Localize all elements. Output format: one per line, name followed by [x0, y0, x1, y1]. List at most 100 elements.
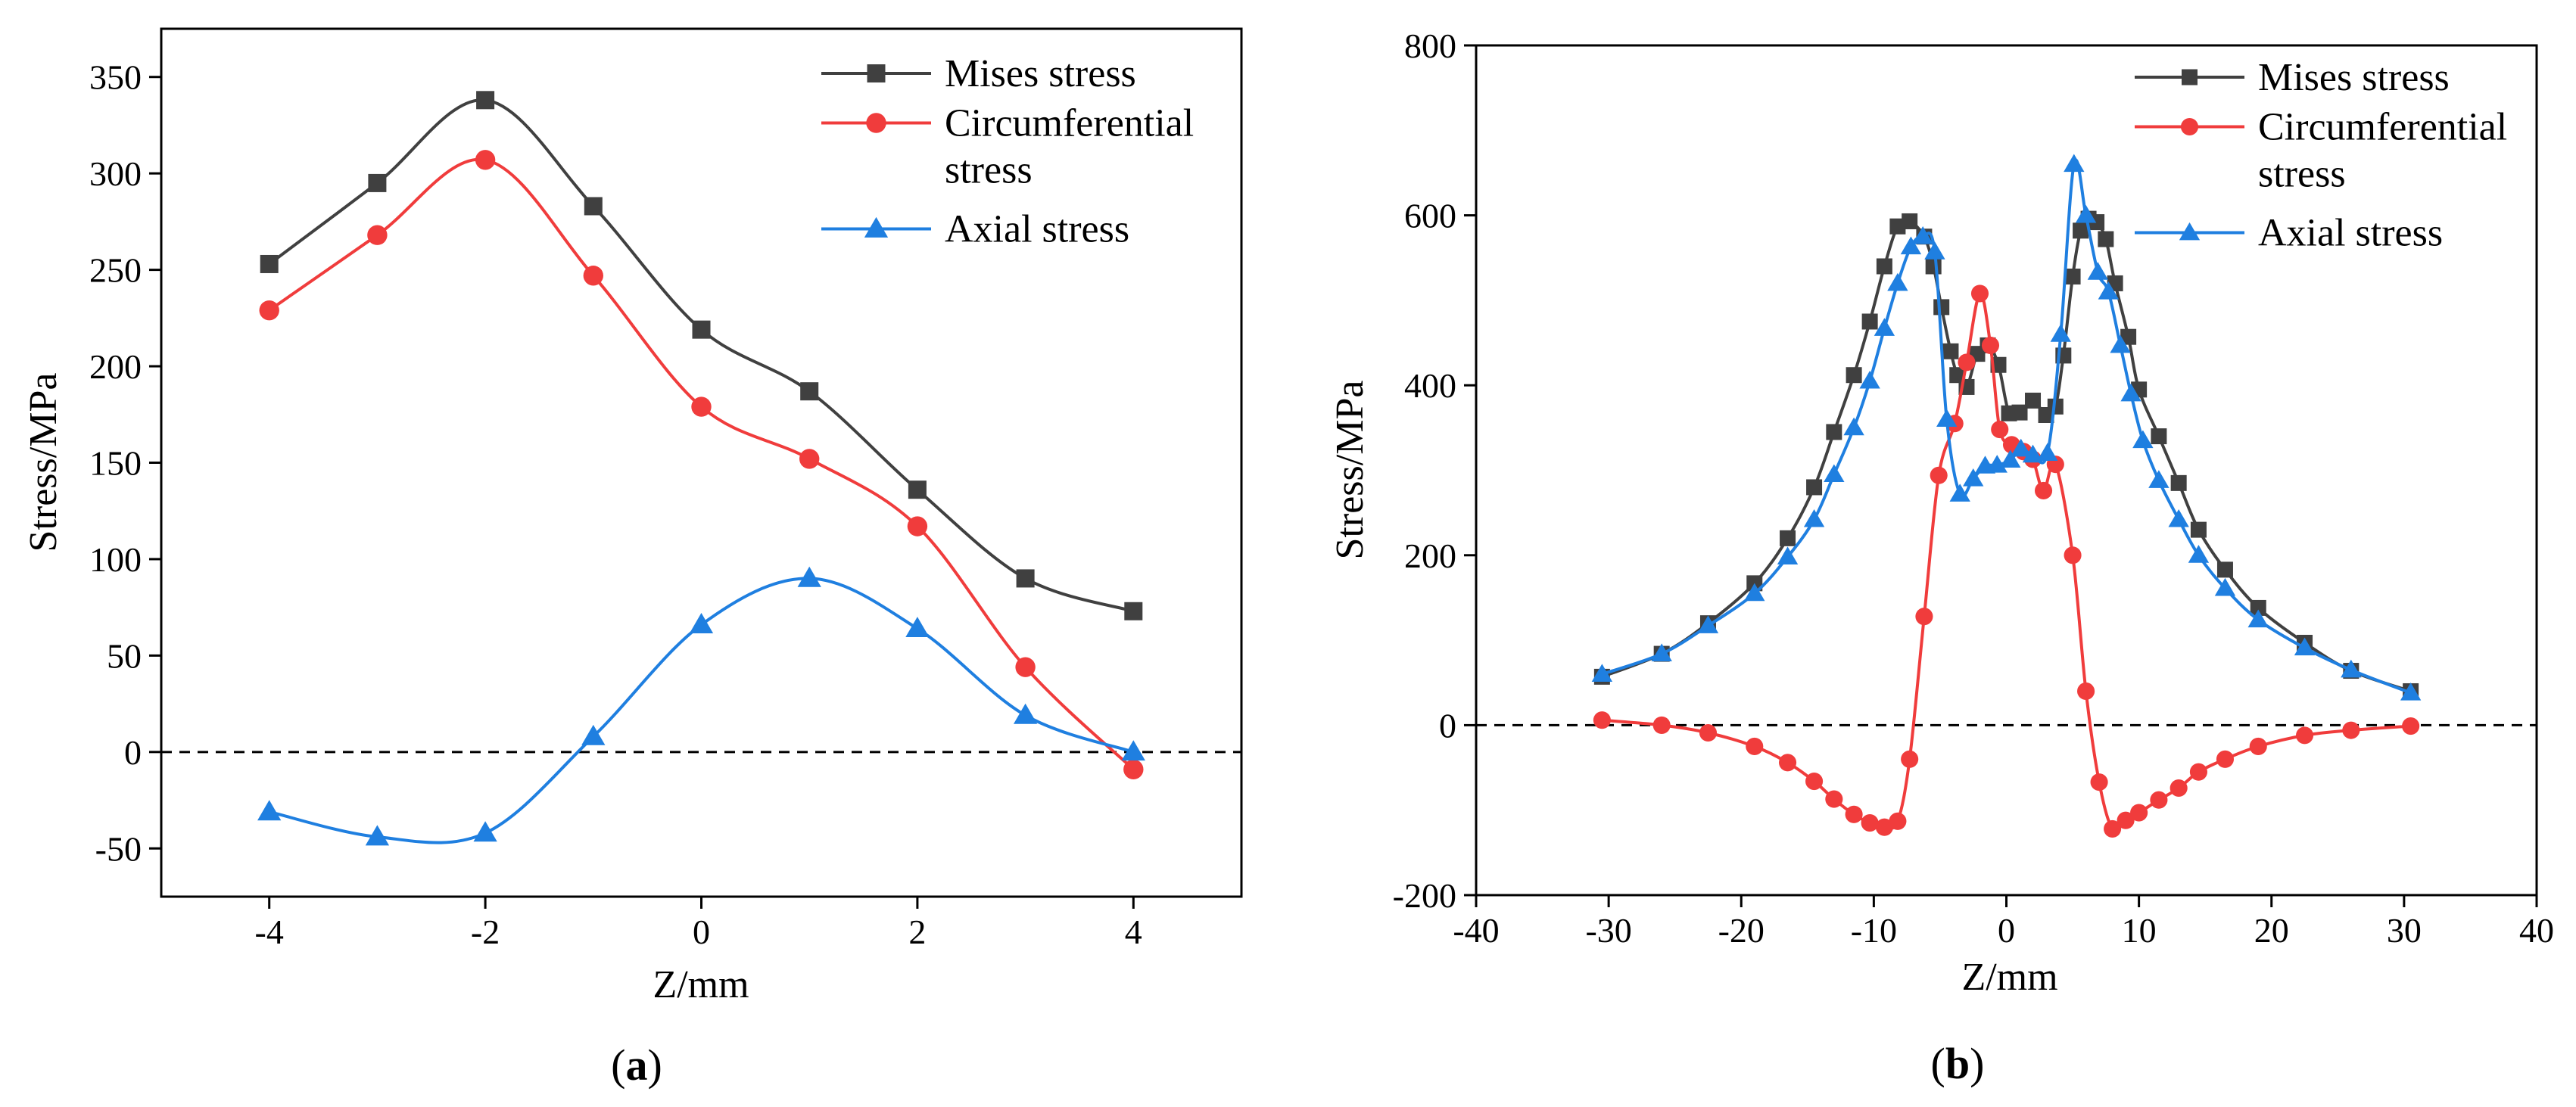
- data-point-axial: [2214, 577, 2236, 596]
- legend-marker-circumferential: [866, 113, 886, 133]
- x-tick-label: 2: [908, 913, 926, 951]
- tick-layer: -40 -30 -20 -10 0 10 20 30 40 -200 0 200 400 600 800: [1393, 26, 2554, 950]
- data-point-axial: [1887, 272, 1908, 291]
- x-tick-label: 4: [1125, 913, 1142, 951]
- data-point-mises: [1925, 258, 1942, 275]
- data-point-mises: [2190, 521, 2207, 538]
- data-point-axial: [2075, 204, 2097, 223]
- data-point-circumferential: [367, 225, 388, 245]
- y-tick-label: -200: [1393, 876, 1456, 915]
- data-point-circumferential: [1845, 805, 1863, 823]
- data-point-mises: [1806, 479, 1823, 496]
- data-point-axial: [1803, 508, 1825, 527]
- data-point-circumferential: [1981, 336, 2000, 354]
- data-point-mises: [2170, 474, 2187, 491]
- x-tick-label: 10: [2122, 911, 2157, 950]
- data-point-axial: [2011, 438, 2032, 457]
- data-point-circumferential: [1825, 790, 1843, 808]
- data-point-circumferential: [1915, 608, 1933, 626]
- data-point-circumferential: [1889, 812, 1907, 830]
- legend-label-circumferential: Circumferential stress: [945, 102, 1194, 192]
- legend-label-axial: Axial stress: [2258, 212, 2443, 255]
- y-tick-label: -50: [95, 829, 142, 868]
- plot-frame: [1475, 44, 2538, 897]
- data-point-circumferential: [583, 266, 603, 286]
- x-tick-label: 0: [1998, 911, 2015, 950]
- data-point-circumferential: [2189, 763, 2207, 781]
- data-point-axial: [2132, 430, 2154, 449]
- data-point-circumferential: [1805, 772, 1824, 791]
- data-point-axial: [905, 617, 930, 638]
- data-point-circumferential: [907, 516, 928, 536]
- data-point-axial: [2064, 154, 2085, 173]
- data-point-axial: [1949, 484, 1970, 502]
- data-point-mises: [1902, 213, 1918, 229]
- data-point-circumferential: [1861, 813, 1879, 832]
- data-point-circumferential: [2064, 546, 2082, 564]
- data-point-circumferential: [1015, 657, 1036, 677]
- legend-marker-circumferential: [2180, 117, 2199, 136]
- y-axis-title: Stress/MPa: [22, 373, 65, 552]
- data-point-axial: [1924, 241, 1945, 260]
- data-point-mises: [2216, 561, 2233, 578]
- x-axis-title: Z/mm: [1961, 956, 2057, 999]
- y-tick-label: 800: [1404, 26, 1456, 65]
- data-point-axial: [1963, 468, 1984, 487]
- legend-item-mises: Mises stress: [2135, 56, 2450, 99]
- data-point-axial: [1912, 226, 1933, 244]
- data-point-mises: [476, 91, 495, 110]
- legend-marker-axial: [864, 216, 889, 238]
- data-point-axial: [2294, 637, 2316, 656]
- legend: Mises stress Circumferential stress Axial s…: [2135, 56, 2507, 255]
- data-point-circumferential: [259, 300, 279, 321]
- data-point-mises: [2011, 404, 2028, 421]
- legend-item-circumferential: Circumferential stress: [2135, 106, 2507, 196]
- x-tick-label: 0: [693, 913, 710, 951]
- data-point-axial: [473, 821, 497, 842]
- data-point-axial: [1843, 417, 1864, 436]
- data-point-axial: [2022, 444, 2044, 463]
- x-tick-label: -2: [471, 913, 500, 951]
- data-point-axial: [2188, 545, 2210, 563]
- x-tick-label: -40: [1453, 911, 1499, 950]
- x-axis-title: Z/mm: [653, 963, 749, 1006]
- legend-label-axial: Axial stress: [945, 208, 1129, 251]
- data-point-mises: [2250, 599, 2266, 616]
- series-mises: [260, 91, 1143, 620]
- legend-label-mises: Mises stress: [2258, 56, 2450, 99]
- legend-label-mises: Mises stress: [945, 52, 1136, 95]
- data-point-axial: [2098, 281, 2120, 300]
- data-point-axial: [2110, 334, 2131, 353]
- x-tick-label: 30: [2387, 911, 2422, 950]
- data-point-mises: [2151, 428, 2167, 445]
- y-tick-label: 0: [124, 733, 142, 772]
- data-point-axial: [257, 800, 282, 821]
- x-tick-label: -20: [1718, 911, 1765, 950]
- data-point-circumferential: [2216, 750, 2235, 768]
- data-point-circumferential: [2090, 773, 2108, 791]
- data-point-mises: [800, 382, 819, 401]
- data-point-mises: [2120, 328, 2137, 345]
- y-axis-title: Stress/MPa: [1328, 381, 1372, 560]
- series-axial: [257, 566, 1145, 846]
- data-point-circumferential: [2170, 779, 2188, 798]
- data-point-circumferential: [799, 449, 820, 469]
- data-point-mises: [2098, 231, 2114, 247]
- data-point-mises: [1826, 424, 1842, 440]
- data-point-mises: [1861, 313, 1878, 330]
- data-point-circumferential: [1652, 716, 1671, 734]
- data-point-mises: [2047, 398, 2064, 415]
- data-point-mises: [692, 320, 711, 339]
- data-point-axial: [689, 612, 714, 633]
- data-point-mises: [1876, 258, 1892, 275]
- series-circumferential: [259, 150, 1144, 779]
- data-point-axial: [2400, 683, 2422, 701]
- data-point-axial: [1874, 318, 1895, 336]
- data-point-circumferential: [1778, 754, 1797, 772]
- data-point-axial: [2087, 262, 2109, 280]
- legend-marker-mises: [2182, 69, 2198, 86]
- legend-marker-mises: [867, 64, 886, 82]
- y-tick-label: 200: [1404, 536, 1456, 575]
- y-tick-label: 600: [1404, 197, 1456, 235]
